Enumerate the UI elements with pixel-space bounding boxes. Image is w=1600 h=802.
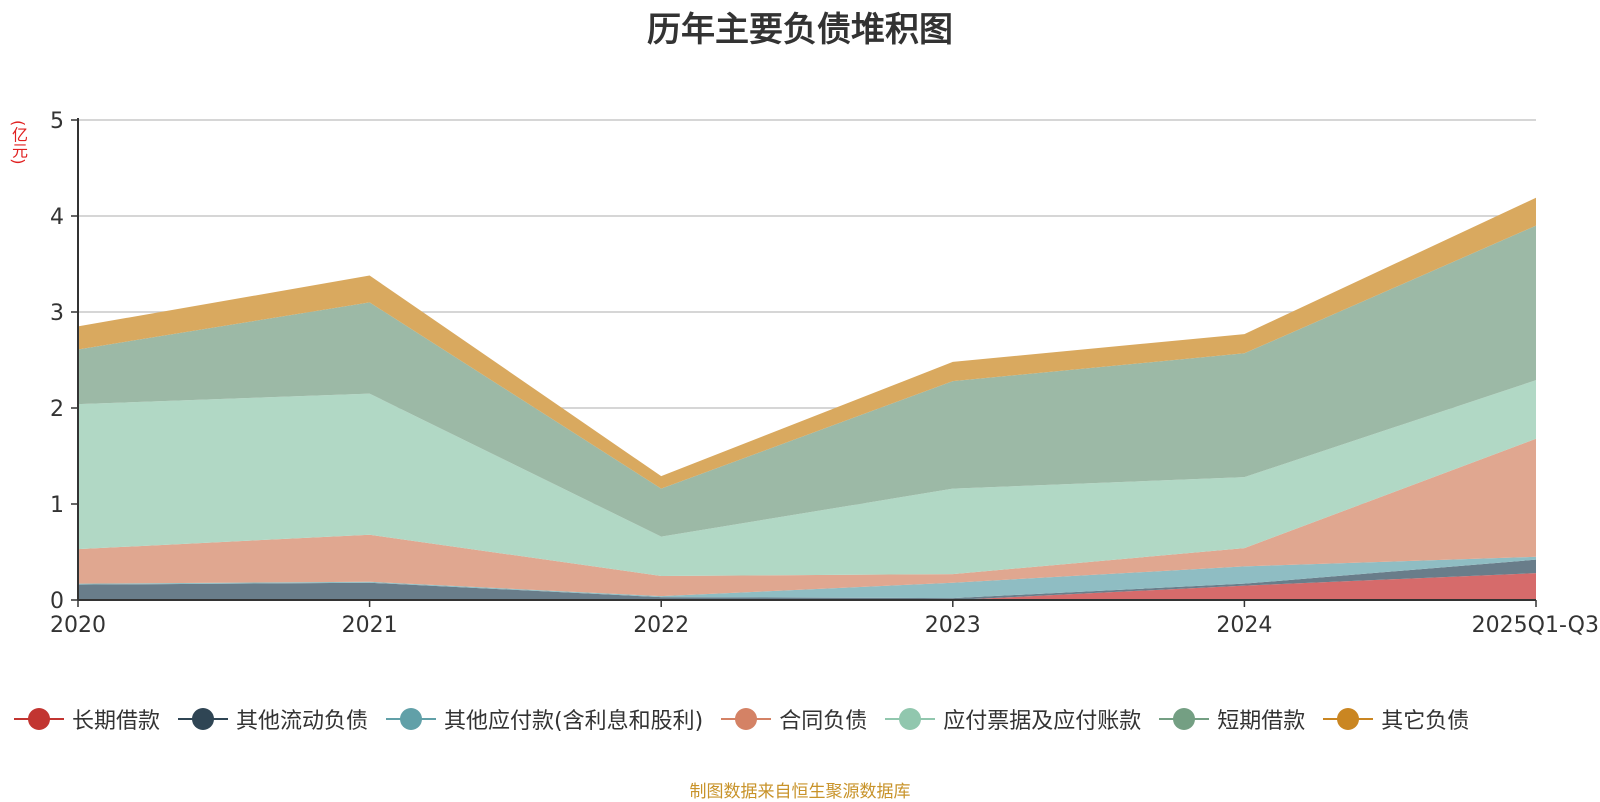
legend-item[interactable]: 长期借款 (14, 703, 160, 735)
area-series-其他应付款(含利息和股利) (78, 556, 1536, 599)
legend-label: 长期借款 (72, 709, 161, 734)
legend-label: 其他流动负债 (236, 709, 369, 734)
legend: 长期借款 其他流动负债 其他应付款(含利息和股利) 合同负债 应付票据及应付账款 短期借款… (14, 703, 1487, 735)
legend-item[interactable]: 其他流动负债 (178, 703, 368, 735)
legend-marker-icon (14, 706, 64, 732)
legend-item[interactable]: 合同负债 (721, 703, 867, 735)
legend-item[interactable]: 其他应付款(含利息和股利) (386, 703, 703, 735)
y-axis-unit-label: (亿元) (9, 120, 28, 165)
area-series (78, 197, 1536, 600)
x-tick-label: 2021 (342, 613, 398, 638)
legend-marker-icon (721, 706, 772, 732)
legend-marker-icon (1323, 706, 1374, 732)
legend-marker-icon (885, 706, 936, 732)
legend-label: 其他应付款(含利息和股利) (444, 709, 704, 734)
chart-title: 历年主要负债堆积图 (647, 10, 953, 50)
legend-label: 其它负债 (1381, 709, 1470, 734)
y-tick-label: 1 (50, 493, 64, 518)
y-tick-label: 2 (50, 397, 64, 422)
legend-marker-icon (1159, 706, 1210, 732)
y-tick-label: 0 (50, 589, 64, 614)
area-series-其他流动负债 (78, 559, 1536, 600)
x-tick-label: 2025Q1-Q3 (1472, 613, 1599, 638)
area-series-合同负债 (78, 438, 1536, 597)
stacked-area-chart: 0 1 2 3 4 5 2020 2021 2022 2023 2024 2025Q1-Q3 (50, 109, 1599, 638)
legend-marker-icon (178, 706, 229, 732)
legend-marker-icon (386, 706, 437, 732)
area-series-应付票据及应付账款 (78, 380, 1536, 576)
legend-item[interactable]: 其它负债 (1323, 703, 1469, 735)
x-tick-label: 2024 (1216, 613, 1272, 638)
y-tick-label: 4 (50, 205, 64, 230)
legend-item[interactable]: 短期借款 (1159, 703, 1305, 735)
legend-label: 短期借款 (1217, 709, 1306, 734)
y-tick-label: 3 (50, 301, 64, 326)
legend-item[interactable]: 应付票据及应付账款 (885, 703, 1141, 735)
x-tick-label: 2022 (633, 613, 689, 638)
x-tick-label: 2020 (50, 613, 106, 638)
source-note: 制图数据来自恒生聚源数据库 (689, 782, 911, 802)
area-series-其它负债 (78, 197, 1536, 489)
axes: 0 1 2 3 4 5 2020 2021 2022 2023 2024 2025Q1-Q3 (50, 109, 1599, 638)
legend-label: 合同负债 (779, 709, 868, 734)
x-tick-label: 2023 (925, 613, 981, 638)
area-series-长期借款 (78, 573, 1536, 600)
area-series-短期借款 (78, 225, 1536, 537)
legend-label: 应付票据及应付账款 (943, 709, 1142, 734)
y-tick-label: 5 (50, 109, 64, 134)
